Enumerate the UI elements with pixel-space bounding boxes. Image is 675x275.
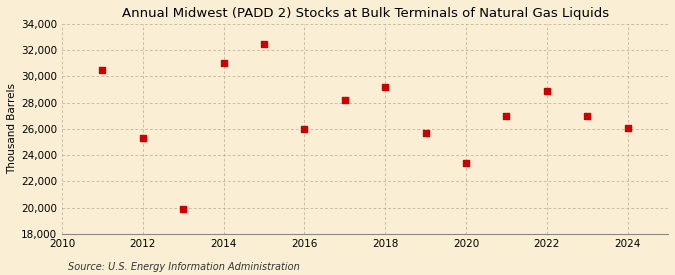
Point bbox=[299, 127, 310, 131]
Point bbox=[622, 125, 633, 130]
Point bbox=[259, 41, 269, 46]
Text: Source: U.S. Energy Information Administration: Source: U.S. Energy Information Administ… bbox=[68, 262, 299, 272]
Y-axis label: Thousand Barrels: Thousand Barrels bbox=[7, 83, 17, 174]
Point bbox=[501, 114, 512, 118]
Point bbox=[138, 136, 148, 140]
Title: Annual Midwest (PADD 2) Stocks at Bulk Terminals of Natural Gas Liquids: Annual Midwest (PADD 2) Stocks at Bulk T… bbox=[122, 7, 609, 20]
Point bbox=[421, 131, 431, 135]
Point bbox=[218, 61, 229, 65]
Point bbox=[582, 114, 593, 118]
Point bbox=[460, 161, 471, 165]
Point bbox=[178, 207, 189, 211]
Point bbox=[97, 68, 108, 72]
Point bbox=[340, 98, 350, 102]
Point bbox=[541, 89, 552, 93]
Point bbox=[380, 85, 391, 89]
